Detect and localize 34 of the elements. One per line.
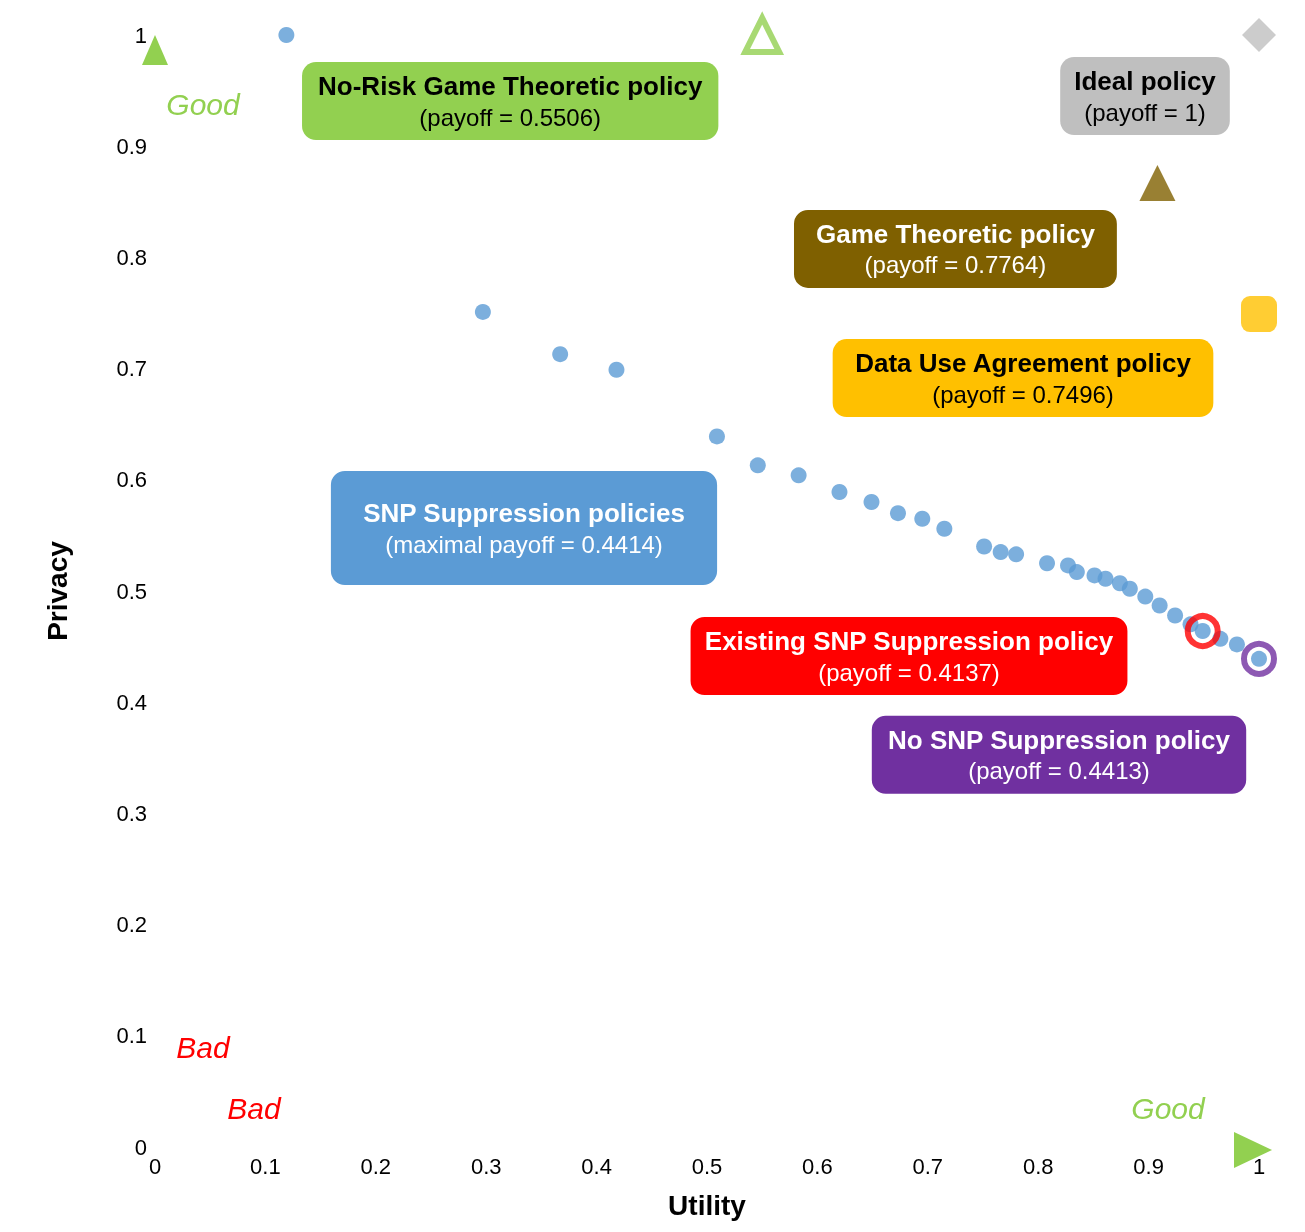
annotation: Game Theoretic policy (payoff = 0.7764) (815, 218, 1096, 279)
y-tick-label: 0.6 (116, 467, 147, 493)
x-tick-label: 0.7 (912, 1153, 944, 1179)
annotation: Ideal policy (payoff = 1) (1074, 66, 1217, 126)
annotation: Data Use Agreement policy (payoff = 0.7496) (855, 348, 1192, 408)
annotation: SNP Suppression policies (maximal payoff = 0.4414) (363, 498, 685, 558)
x-tick-label: 0.5 (691, 1153, 723, 1179)
y-tick-label: 0 (134, 1134, 147, 1160)
y-tick-label: 0.5 (116, 578, 147, 604)
annotation: No-Risk Game Theoretic policy (payoff = 0.5506) (318, 71, 703, 131)
y-tick-label: 0.3 (116, 800, 147, 826)
y-tick-label: 0.4 (116, 689, 147, 715)
x-tick-label: 0.4 (581, 1153, 612, 1179)
x-tick-label: 0.6 (802, 1153, 833, 1179)
annotation: Good (1131, 1091, 1207, 1125)
y-tick-label: 0.1 (116, 1023, 147, 1049)
x-tick-label: 0.8 (1022, 1153, 1054, 1179)
annotation: Good (166, 87, 242, 121)
annotation: Existing SNP Suppression policy (payoff = 0.4137) (704, 626, 1114, 686)
annotation: Bad (176, 1030, 231, 1064)
x-tick-label: 0.1 (250, 1153, 281, 1179)
x-tick-label: 0.9 (1133, 1153, 1164, 1179)
x-tick-label: 0.3 (470, 1153, 502, 1179)
y-tick-label: 0.7 (116, 356, 147, 382)
x-tick-label: 1 (1252, 1153, 1266, 1179)
y-tick-label: 1 (134, 22, 147, 48)
y-axis-title: Privacy (41, 540, 73, 641)
x-tick-label: 0.2 (360, 1153, 392, 1179)
annotation: No SNP Suppression policy (payoff = 0.4413) (888, 724, 1231, 785)
x-axis-title: Utility (668, 1189, 747, 1221)
y-tick-label: 0.9 (116, 133, 147, 159)
y-tick-label: 0.8 (116, 244, 147, 270)
y-tick-label: 0.2 (116, 912, 147, 938)
annotation: Bad (227, 1091, 282, 1125)
